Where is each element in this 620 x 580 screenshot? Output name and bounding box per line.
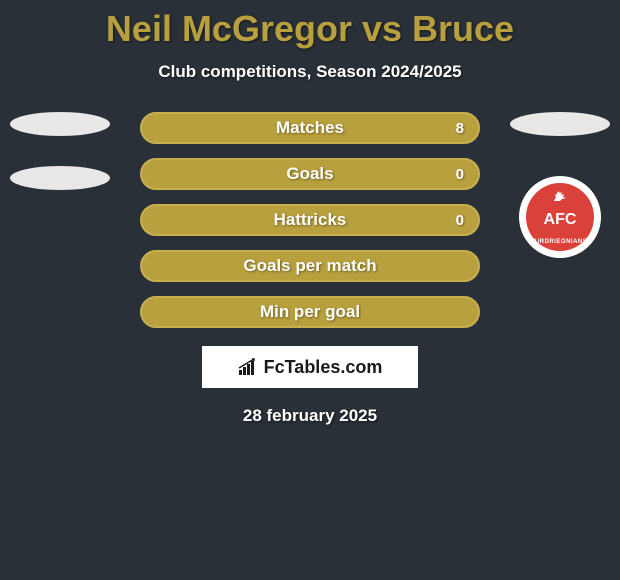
bar-label: Matches <box>276 118 344 138</box>
bar-hattricks: Hattricks 0 <box>140 204 480 236</box>
left-player-ellipse-2 <box>10 166 110 190</box>
left-player-column <box>10 112 110 220</box>
bar-value-right: 0 <box>456 166 464 183</box>
chart-icon <box>238 358 260 376</box>
club-badge-inner: AFC AIRDRIEONIANS <box>526 183 594 251</box>
badge-afc-text: AFC <box>544 211 577 229</box>
bar-goals: Goals 0 <box>140 158 480 190</box>
page-title: Neil McGregor vs Bruce <box>0 0 620 50</box>
badge-arc-text: AIRDRIEONIANS <box>533 239 588 245</box>
right-player-column: AFC AIRDRIEONIANS <box>510 112 610 258</box>
rooster-icon <box>551 189 569 206</box>
left-player-ellipse-1 <box>10 112 110 136</box>
bar-value-right: 0 <box>456 212 464 229</box>
subtitle: Club competitions, Season 2024/2025 <box>0 62 620 82</box>
bar-matches: Matches 8 <box>140 112 480 144</box>
bar-value-right: 8 <box>456 120 464 137</box>
bar-label: Goals per match <box>243 256 376 276</box>
date-text: 28 february 2025 <box>0 406 620 426</box>
bar-goals-per-match: Goals per match <box>140 250 480 282</box>
comparison-content: AFC AIRDRIEONIANS Matches 8 Goals 0 Hatt… <box>0 112 620 426</box>
bar-label: Goals <box>286 164 333 184</box>
brand-box: FcTables.com <box>202 346 418 388</box>
bar-label: Min per goal <box>260 302 360 322</box>
right-player-ellipse <box>510 112 610 136</box>
stat-bars: Matches 8 Goals 0 Hattricks 0 Goals per … <box>140 112 480 328</box>
bar-min-per-goal: Min per goal <box>140 296 480 328</box>
club-badge: AFC AIRDRIEONIANS <box>519 176 601 258</box>
bar-label: Hattricks <box>274 210 347 230</box>
brand-text: FcTables.com <box>264 357 383 378</box>
